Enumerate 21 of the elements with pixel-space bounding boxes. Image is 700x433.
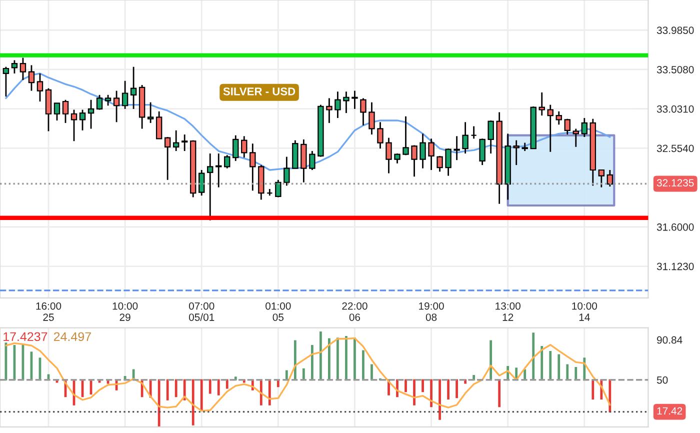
y-tick-label: 31.6000 bbox=[656, 223, 694, 231]
annotation: SILVER - USD bbox=[223, 87, 296, 96]
x-tick-label: 10:00 14 bbox=[572, 302, 598, 321]
x-tick-label: 16:00 25 bbox=[36, 302, 62, 321]
y-tick-label: 33.5080 bbox=[656, 66, 694, 74]
ref-line-label: 32.1235 bbox=[656, 179, 694, 187]
y-tick-label: 90.84 bbox=[657, 336, 682, 344]
x-tick-label: 10:00 29 bbox=[112, 302, 138, 321]
annotation: 24.497 bbox=[54, 332, 91, 342]
x-tick-label: 07:00 05/01 bbox=[188, 302, 214, 321]
x-tick-label: 19:00 08 bbox=[419, 302, 444, 321]
y-tick-label: 33.9850 bbox=[656, 26, 694, 34]
ref-line-label: 17.42 bbox=[657, 407, 682, 415]
x-tick-label: 13:00 12 bbox=[496, 302, 520, 321]
y-tick-label: 31.1230 bbox=[656, 262, 694, 270]
y-tick-label: 32.5540 bbox=[656, 144, 694, 152]
annotation: 17.4237 bbox=[4, 332, 48, 342]
x-tick-label: 22:00 06 bbox=[342, 302, 368, 321]
y-tick-label: 33.0310 bbox=[656, 105, 694, 113]
x-tick-label: 01:00 05 bbox=[266, 302, 291, 321]
y-tick-label: 50 bbox=[656, 376, 668, 384]
